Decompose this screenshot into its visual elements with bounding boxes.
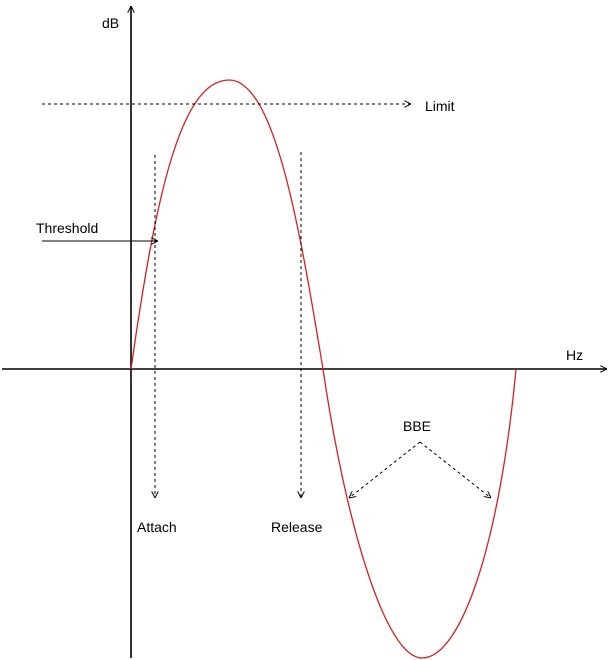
attach-label: Attach [137, 519, 177, 535]
release-label: Release [271, 519, 323, 535]
bbe-arrow-left [349, 441, 421, 498]
threshold-label: Threshold [36, 220, 98, 236]
signal-curve [130, 79, 517, 659]
limit-label: Limit [425, 98, 455, 114]
bbe-label: BBE [403, 418, 431, 434]
x-axis-label: Hz [566, 347, 583, 363]
y-axis-label: dB [102, 15, 119, 31]
bbe-arrow-right [419, 441, 491, 498]
